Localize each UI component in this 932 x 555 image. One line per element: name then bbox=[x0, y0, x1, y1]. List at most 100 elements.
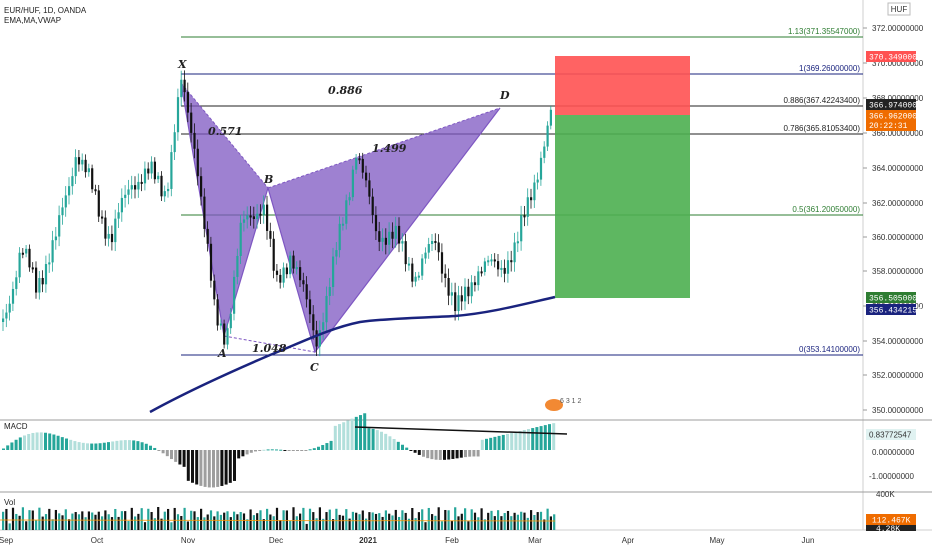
candle[interactable] bbox=[157, 175, 160, 180]
candle[interactable] bbox=[536, 179, 539, 183]
candle[interactable] bbox=[467, 286, 470, 297]
candle[interactable] bbox=[444, 273, 447, 279]
candle[interactable] bbox=[546, 125, 549, 147]
candle[interactable] bbox=[539, 157, 543, 180]
candle[interactable] bbox=[299, 267, 302, 281]
candle[interactable] bbox=[483, 261, 486, 272]
candle[interactable] bbox=[176, 97, 180, 133]
candle[interactable] bbox=[431, 241, 434, 245]
candle[interactable] bbox=[335, 250, 338, 257]
candle[interactable] bbox=[120, 197, 123, 213]
candle[interactable] bbox=[223, 323, 226, 345]
candle[interactable] bbox=[104, 217, 107, 239]
candle[interactable] bbox=[487, 260, 490, 263]
candle[interactable] bbox=[434, 241, 437, 244]
candle[interactable] bbox=[48, 262, 51, 265]
candle[interactable] bbox=[490, 259, 493, 262]
candle[interactable] bbox=[114, 218, 117, 243]
candle[interactable] bbox=[427, 244, 430, 253]
candle[interactable] bbox=[549, 109, 552, 126]
candle[interactable] bbox=[160, 175, 163, 197]
candle[interactable] bbox=[437, 242, 440, 253]
candle[interactable] bbox=[365, 172, 368, 181]
candle[interactable] bbox=[64, 195, 67, 208]
candle[interactable] bbox=[292, 255, 295, 269]
candle[interactable] bbox=[18, 252, 21, 278]
candle[interactable] bbox=[239, 222, 242, 256]
candle[interactable] bbox=[229, 313, 232, 329]
candle[interactable] bbox=[355, 158, 358, 170]
candle[interactable] bbox=[279, 274, 282, 283]
candle[interactable] bbox=[150, 161, 153, 174]
candle[interactable] bbox=[510, 260, 513, 263]
candle[interactable] bbox=[533, 182, 536, 201]
candle[interactable] bbox=[493, 259, 496, 262]
candle[interactable] bbox=[147, 168, 150, 174]
candle[interactable] bbox=[124, 194, 127, 198]
candle[interactable] bbox=[328, 287, 331, 296]
candle[interactable] bbox=[87, 168, 90, 173]
candle[interactable] bbox=[457, 295, 460, 312]
candle[interactable] bbox=[163, 191, 166, 197]
candle[interactable] bbox=[275, 270, 279, 275]
candle[interactable] bbox=[404, 241, 407, 265]
volume-title[interactable]: Vol bbox=[4, 498, 15, 507]
candle[interactable] bbox=[269, 230, 272, 239]
candle[interactable] bbox=[8, 303, 11, 313]
candle[interactable] bbox=[361, 158, 364, 173]
candle[interactable] bbox=[236, 255, 239, 277]
candle[interactable] bbox=[38, 277, 41, 293]
candle[interactable] bbox=[414, 276, 417, 282]
candle[interactable] bbox=[242, 219, 246, 223]
candle[interactable] bbox=[2, 318, 5, 322]
candle[interactable] bbox=[252, 216, 255, 220]
candle[interactable] bbox=[97, 190, 100, 217]
candle[interactable] bbox=[523, 215, 526, 218]
candle[interactable] bbox=[371, 196, 374, 216]
candle[interactable] bbox=[21, 252, 24, 255]
candle[interactable] bbox=[440, 252, 444, 274]
candle[interactable] bbox=[322, 322, 325, 331]
candle[interactable] bbox=[61, 207, 64, 216]
take-profit-zone[interactable] bbox=[555, 115, 690, 298]
symbol-label[interactable]: EUR/HUF, 1D, OANDA bbox=[4, 6, 87, 15]
candle[interactable] bbox=[77, 157, 81, 165]
candle[interactable] bbox=[348, 197, 351, 201]
candle[interactable] bbox=[282, 267, 285, 283]
ema-line[interactable] bbox=[149, 295, 556, 414]
candle[interactable] bbox=[84, 159, 87, 173]
candle[interactable] bbox=[107, 233, 110, 239]
candle[interactable] bbox=[477, 271, 480, 286]
candle[interactable] bbox=[447, 278, 450, 296]
candle[interactable] bbox=[470, 282, 473, 297]
candle[interactable] bbox=[302, 280, 305, 285]
candle[interactable] bbox=[127, 189, 130, 195]
candle[interactable] bbox=[51, 240, 54, 263]
candle[interactable] bbox=[209, 243, 213, 281]
candle[interactable] bbox=[460, 295, 463, 302]
candle[interactable] bbox=[94, 189, 97, 192]
candle[interactable] bbox=[137, 181, 140, 190]
candle[interactable] bbox=[450, 292, 453, 296]
candle[interactable] bbox=[196, 148, 199, 177]
macd-title[interactable]: MACD bbox=[4, 422, 28, 431]
candle[interactable] bbox=[81, 159, 84, 165]
candle[interactable] bbox=[183, 79, 186, 93]
candle[interactable] bbox=[318, 330, 321, 347]
candle[interactable] bbox=[407, 263, 411, 266]
stop-loss-zone[interactable] bbox=[555, 56, 690, 115]
candle[interactable] bbox=[173, 132, 176, 153]
candle[interactable] bbox=[31, 267, 34, 270]
candle[interactable] bbox=[289, 255, 292, 275]
candle[interactable] bbox=[213, 280, 216, 300]
candle[interactable] bbox=[74, 157, 77, 177]
candle[interactable] bbox=[101, 216, 104, 219]
candle[interactable] bbox=[351, 169, 354, 198]
candle[interactable] bbox=[193, 132, 196, 149]
candle[interactable] bbox=[206, 228, 209, 244]
candle[interactable] bbox=[35, 267, 38, 293]
candle[interactable] bbox=[5, 312, 8, 319]
candle[interactable] bbox=[530, 197, 533, 201]
candle[interactable] bbox=[424, 252, 427, 259]
candle[interactable] bbox=[411, 263, 414, 282]
